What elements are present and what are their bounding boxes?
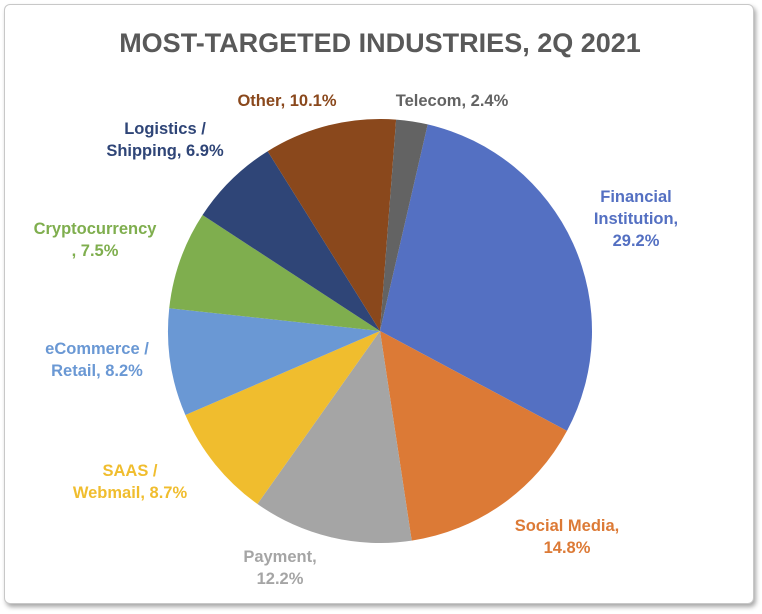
slice-label-line: Social Media, [515, 517, 620, 535]
slice-label-line: , 7.5% [72, 242, 119, 260]
slice-label: Payment, 12.2% [243, 548, 316, 588]
slice-label-line: Telecom, 2.4% [396, 92, 509, 110]
slice-label-line: Retail, 8.2% [51, 362, 143, 380]
slice-label: Logistics / Shipping, 6.9% [106, 120, 224, 160]
slice-label-line: Financial [600, 188, 672, 206]
slice-label-line: Logistics / [124, 120, 206, 138]
chart-title: MOST-TARGETED INDUSTRIES, 2Q 2021 [119, 28, 641, 58]
pie-slice [202, 151, 380, 331]
slice-label: Cryptocurrency , 7.5% [34, 220, 158, 260]
slice-label-line: 14.8% [544, 539, 591, 557]
slice-label: Other, 10.1% [237, 92, 336, 110]
slice-label-line: Shipping, 6.9% [106, 142, 224, 160]
slice-label: eCommerce / Retail, 8.2% [45, 340, 149, 380]
slice-label-line: SAAS / [102, 462, 157, 480]
slice-label-line: eCommerce / [45, 340, 149, 358]
slice-label: Social Media, 14.8% [515, 517, 620, 557]
pie-slice [380, 331, 567, 541]
pie-slice [167, 308, 380, 416]
slice-label-line: 29.2% [613, 232, 660, 250]
slice-label: Financial Institution, 29.2% [594, 188, 678, 250]
slice-label-line: Payment, [243, 548, 316, 566]
slice-label: Telecom, 2.4% [396, 92, 509, 110]
pie-slice [380, 119, 428, 331]
pie-slice [380, 124, 592, 431]
pie-slice [185, 331, 380, 504]
pie-slice [267, 119, 397, 331]
slice-label-line: Webmail, 8.7% [73, 484, 188, 502]
slice-label: SAAS / Webmail, 8.7% [73, 462, 188, 502]
pie-slice [169, 215, 380, 331]
slice-label-line: 12.2% [257, 570, 304, 588]
slice-label-line: Other, 10.1% [237, 92, 336, 110]
slice-label-line: Cryptocurrency [34, 220, 158, 238]
slice-label-line: Institution, [594, 210, 678, 228]
pie-slice [257, 331, 412, 543]
